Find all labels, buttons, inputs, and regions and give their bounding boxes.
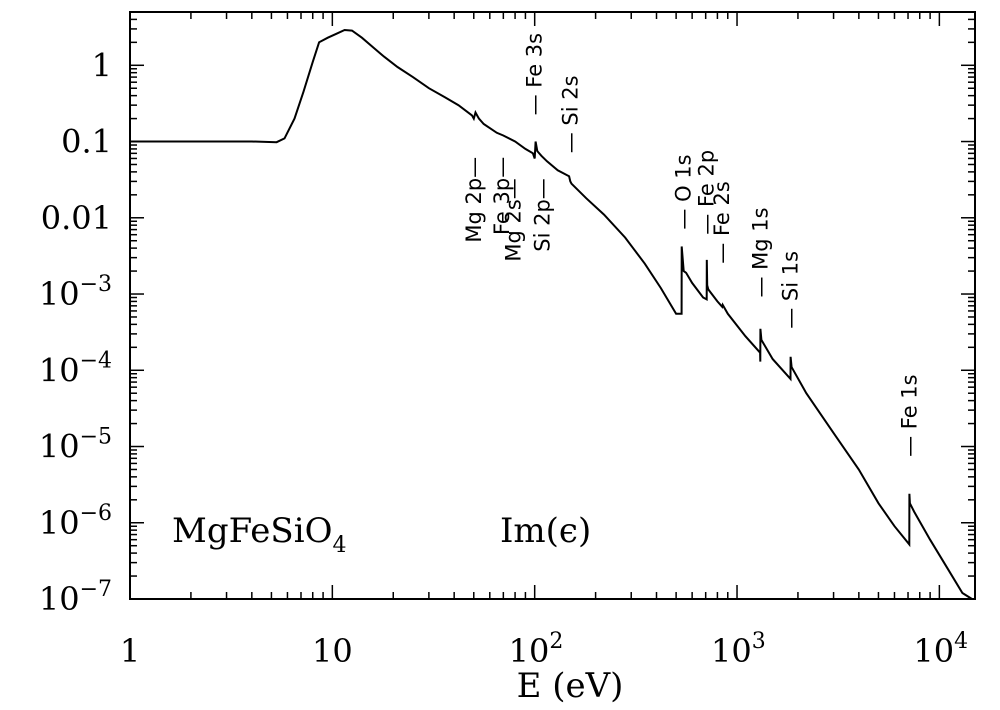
x-axis-title: E (eV)	[517, 666, 624, 706]
edge-label: — Si 1s	[779, 251, 803, 329]
y-tick-label: 10−4	[39, 348, 112, 389]
minor-ticks	[129, 11, 975, 600]
edge-label: Si 2p—	[531, 178, 555, 252]
material-formula-subscript: 4	[332, 533, 346, 558]
y-tick-label: 10−6	[39, 501, 112, 542]
y-tick-label: 1	[92, 46, 112, 84]
edge-label-text: Mg 2p—	[462, 157, 486, 243]
quantity-label: Im(ϵ)	[500, 511, 591, 551]
y-tick-labels: 1 0.1 0.01 10−3 10−4 10−5 10−6 10−7	[39, 46, 112, 618]
x-tick-labels: 1 10 102 103 104	[120, 629, 968, 670]
edge-label: — Fe 3s	[523, 33, 547, 116]
x-tick-label: 104	[913, 629, 968, 670]
x-tick-label: 1	[120, 632, 140, 670]
edge-label: — Fe 2s	[710, 181, 734, 264]
edge-label-text: — O 1s	[671, 154, 695, 229]
edge-label-text: — Fe 2s	[710, 181, 734, 264]
y-tick-label: 10−7	[39, 577, 112, 618]
material-label: MgFeSiO4	[172, 511, 346, 558]
edge-label-text: Si 2p—	[531, 178, 555, 252]
edge-label: Fe 3p—	[490, 157, 514, 235]
y-tick-label: 10−5	[39, 425, 112, 466]
edge-label: Mg 2p—	[462, 157, 486, 243]
edge-label-text: — Mg 1s	[748, 207, 772, 297]
x-tick-label: 103	[711, 629, 766, 670]
y-tick-label: 0.01	[41, 199, 112, 237]
edge-label-text: — Fe 1s	[897, 374, 921, 457]
edge-label: — O 1s	[671, 154, 695, 229]
edge-label-text: — Fe 3s	[523, 33, 547, 116]
y-tick-label: 10−3	[39, 272, 112, 313]
edge-label-text: Fe 3p—	[490, 157, 514, 235]
edge-label-text: — Fe 2p	[695, 150, 719, 235]
edge-label: Mg 2s—	[501, 178, 525, 261]
x-tick-label: 10	[312, 632, 353, 670]
edge-label-text: Mg 2s—	[501, 178, 525, 261]
series-line-im-epsilon	[130, 28, 973, 600]
y-tick-label: 0.1	[61, 123, 112, 161]
edge-label-text: — Si 2s	[558, 75, 582, 153]
edge-annotations: Mg 2p— Fe 3p—Mg 2s— Si 2p— — Fe 3s — Si 2s — …	[462, 33, 922, 457]
x-tick-label: 102	[509, 629, 564, 670]
edge-label: — Fe 1s	[897, 374, 921, 457]
edge-label: — Si 2s	[558, 75, 582, 153]
edge-label: — Fe 2p	[695, 150, 719, 235]
edge-label-text: — Si 1s	[779, 251, 803, 329]
edge-label: — Mg 1s	[748, 207, 772, 297]
material-formula: MgFeSiO	[172, 511, 332, 551]
